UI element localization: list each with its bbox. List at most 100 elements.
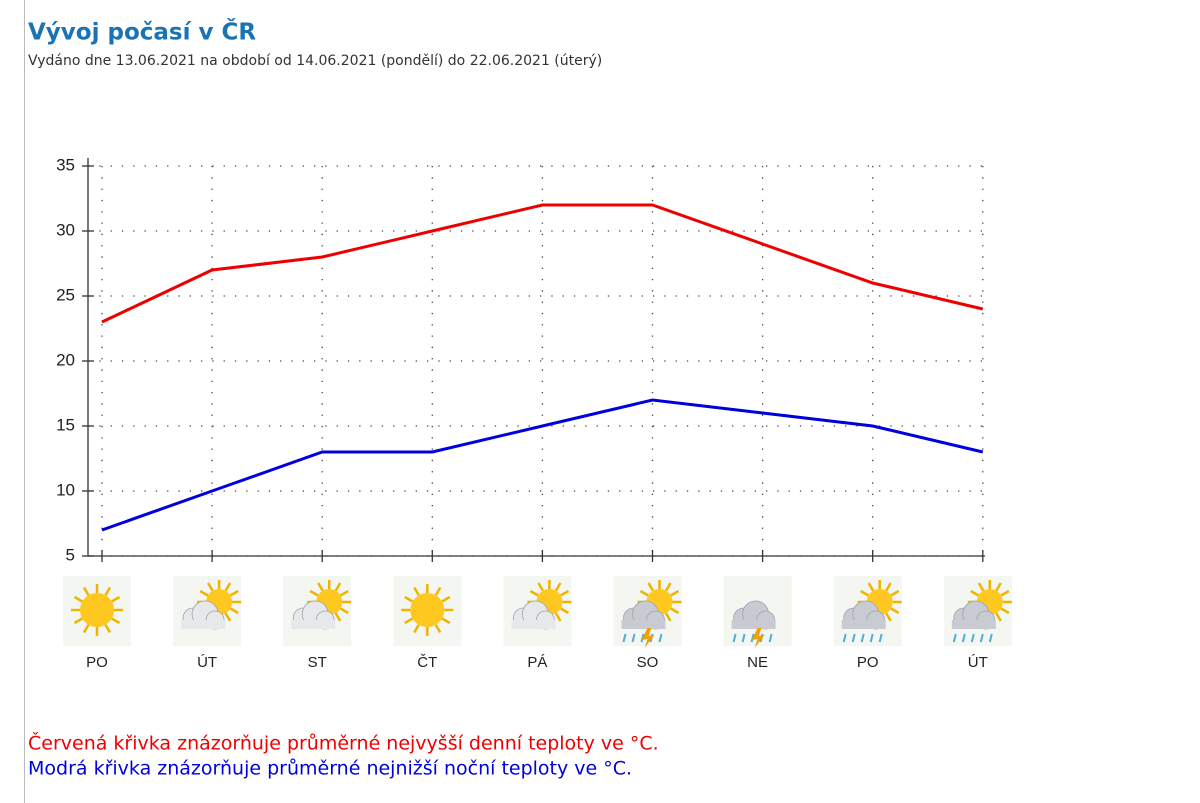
sun-ray — [560, 589, 570, 597]
x-tick-label: ÚT — [968, 654, 988, 671]
cloud — [511, 620, 556, 629]
y-tick-label: 10 — [56, 480, 75, 499]
sun-ray — [537, 582, 544, 592]
sun-ray — [224, 582, 232, 592]
x-tick-label: NE — [747, 654, 768, 671]
y-tick-label: 25 — [56, 285, 75, 304]
sun-ray — [111, 595, 121, 603]
chart-subtitle: Vydáno dne 13.06.2021 na období od 14.06… — [28, 53, 602, 69]
sun-ray — [554, 612, 562, 622]
rain-drop — [860, 633, 865, 643]
x-tick-label: SO — [637, 654, 659, 671]
sun-ray — [554, 582, 562, 592]
sun-ray — [664, 612, 672, 622]
weather-icons — [63, 576, 1012, 648]
sun — [80, 593, 114, 627]
cloud — [951, 620, 996, 629]
sun-ray — [404, 595, 414, 603]
sun-ray — [413, 586, 420, 596]
x-tick-label: PÁ — [527, 654, 547, 671]
sun-ray — [441, 595, 451, 603]
sun-ray — [207, 582, 214, 592]
sun-ray — [885, 582, 892, 592]
x-tick-label: PO — [86, 654, 108, 671]
rain-drop — [988, 633, 993, 643]
rain-drop — [768, 633, 773, 643]
sun-ray — [111, 617, 121, 625]
y-tick-label: 30 — [56, 220, 75, 239]
legend-note: Modrá křivka znázorňuje průměrné nejnižš… — [28, 758, 632, 780]
sun-ray — [560, 607, 570, 615]
rain-drop — [741, 633, 746, 643]
lightning — [641, 628, 655, 648]
rain-drop — [878, 633, 883, 643]
sun-ray — [434, 624, 442, 634]
rain-drop — [979, 633, 984, 643]
rain-drop — [970, 633, 975, 643]
sun-ray — [199, 589, 209, 597]
rain-drop — [658, 633, 663, 643]
lightning — [751, 628, 765, 648]
sun-ray — [339, 607, 349, 615]
sun-ray — [1000, 589, 1010, 597]
x-tick-label: ST — [308, 654, 327, 671]
series-line — [101, 203, 984, 324]
y-tick-label: 15 — [56, 415, 75, 434]
cloud — [731, 620, 776, 629]
rain-drop — [952, 633, 957, 643]
sun-ray — [885, 612, 892, 622]
sun-ray — [441, 617, 451, 625]
sun — [410, 593, 445, 627]
sun-ray — [73, 595, 83, 603]
sun-ray — [224, 612, 232, 622]
y-tick-label: 20 — [56, 350, 75, 369]
rain-drop — [622, 633, 627, 643]
sun-ray — [860, 589, 870, 597]
sun-ray — [82, 624, 90, 634]
series-line — [101, 398, 984, 532]
x-tick-label: PO — [857, 654, 879, 671]
sun-ray — [647, 582, 655, 592]
rain-drop — [869, 633, 874, 643]
sun-ray — [104, 624, 112, 634]
rain-drop — [851, 633, 856, 643]
y-tick-label: 5 — [66, 545, 75, 564]
rain-drop — [961, 633, 966, 643]
sun-ray — [670, 607, 680, 615]
x-tick-label: ČT — [417, 654, 437, 671]
sun-ray — [890, 589, 900, 597]
sun-ray — [1000, 607, 1010, 615]
sun-ray — [995, 612, 1002, 622]
sun-ray — [309, 589, 319, 597]
sun-ray — [73, 617, 83, 625]
sun-ray — [664, 582, 672, 592]
sun-ray — [334, 582, 342, 592]
rain-drop — [631, 633, 636, 643]
sun-ray — [434, 586, 442, 596]
sun-ray — [104, 586, 112, 596]
sun-ray — [404, 617, 414, 625]
legend-note: Červená křivka znázorňuje průměrné nejvy… — [28, 731, 659, 755]
sun-ray — [867, 582, 875, 592]
sun-ray — [529, 589, 539, 597]
cloud — [181, 620, 226, 629]
sun-ray — [229, 589, 239, 597]
sun-ray — [890, 607, 900, 615]
cloud — [291, 620, 336, 629]
sun-ray — [82, 586, 90, 596]
sun-ray — [339, 589, 349, 597]
sun-ray — [334, 612, 342, 622]
sun-ray — [970, 589, 980, 597]
sun-ray — [413, 624, 420, 634]
sun-ray — [977, 582, 985, 592]
sun-ray — [670, 589, 680, 597]
rain-drop — [732, 633, 737, 643]
chart-title: Vývoj počasí v ČR — [28, 18, 256, 46]
y-tick-label: 35 — [56, 155, 75, 174]
sun-ray — [639, 589, 649, 597]
cloud — [841, 620, 886, 629]
rain-drop — [842, 633, 847, 643]
cloud — [621, 620, 666, 629]
